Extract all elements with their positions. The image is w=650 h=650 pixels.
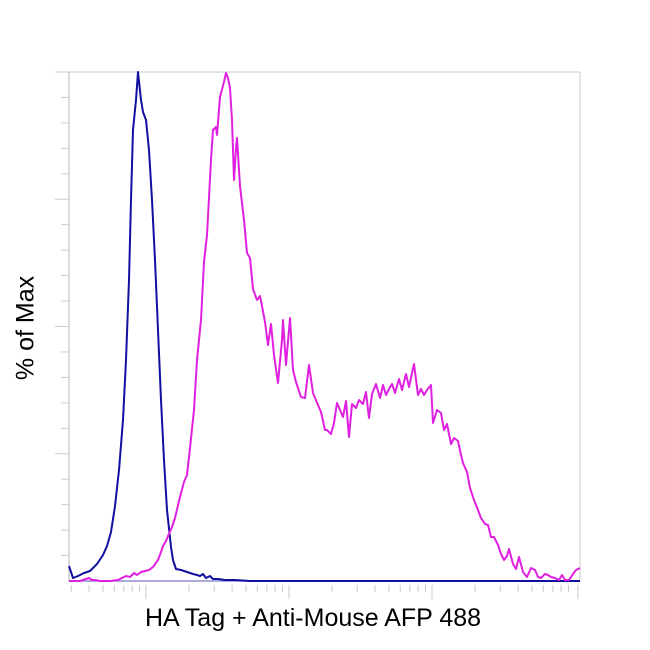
series-line-control — [68, 71, 580, 582]
series-line-ha-tag — [69, 72, 581, 582]
plot-frame — [68, 71, 581, 582]
series-layer — [68, 71, 581, 582]
x-axis-ticks — [70, 585, 579, 599]
x-axis-label: HA Tag + Anti-Mouse AFP 488 — [144, 604, 482, 632]
y-axis-ticks — [55, 71, 69, 557]
y-axis-label: % of Max — [11, 275, 40, 381]
